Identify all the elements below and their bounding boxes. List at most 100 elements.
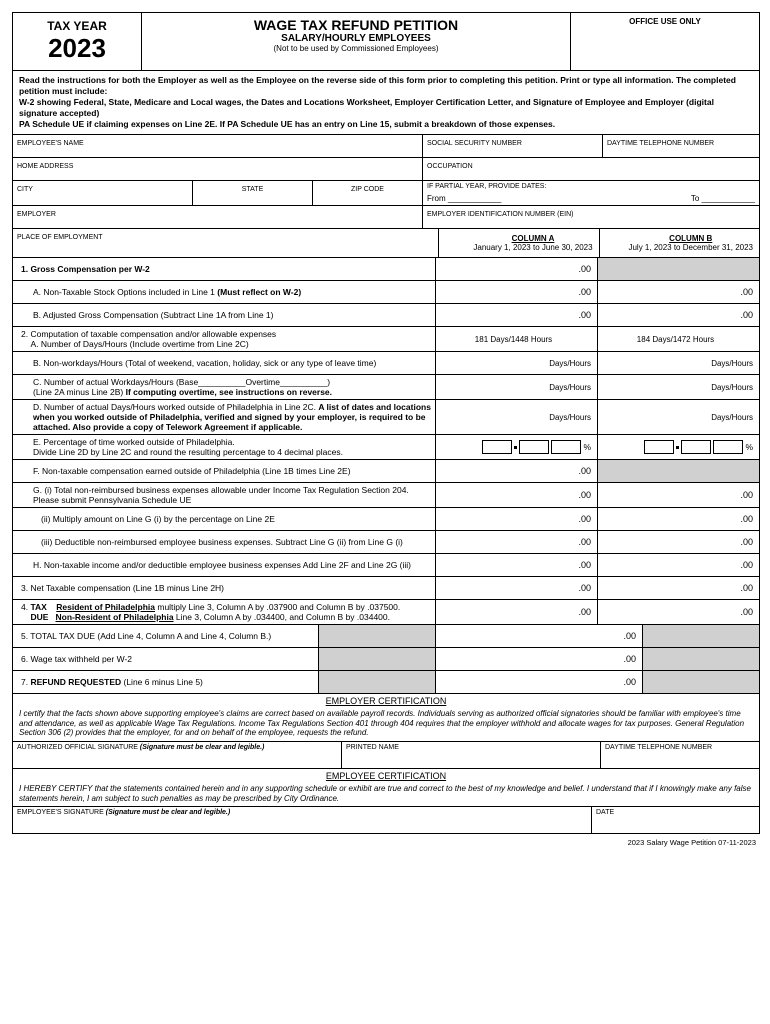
line-1a-text: A. Non-Taxable Stock Options included in… xyxy=(13,281,436,303)
line-3-colB[interactable]: .00 xyxy=(598,577,759,599)
line-5-gray xyxy=(319,625,436,647)
employer-cert-title: EMPLOYER CERTIFICATION xyxy=(13,694,759,706)
line-2c-colB[interactable]: Days/Hours xyxy=(598,375,759,399)
line-2c: C. Number of actual Workdays/Hours (Base… xyxy=(13,375,759,400)
line-2g-iii-colB[interactable]: .00 xyxy=(598,531,759,553)
line-2g-ii: (ii) Multiply amount on Line G (i) by th… xyxy=(13,508,759,531)
line-2g-ii-text: (ii) Multiply amount on Line G (i) by th… xyxy=(13,508,436,530)
authorized-signature[interactable]: AUTHORIZED OFFICIAL SIGNATURE (Signature… xyxy=(13,742,342,768)
field-city[interactable]: CITY xyxy=(13,181,193,205)
field-ssn[interactable]: SOCIAL SECURITY NUMBER xyxy=(423,135,603,157)
line-2f: F. Non-taxable compensation earned outsi… xyxy=(13,460,759,483)
line-2b-colA[interactable]: Days/Hours xyxy=(436,352,598,374)
employee-signature[interactable]: EMPLOYEE'S SIGNATURE (Signature must be … xyxy=(13,807,592,833)
line-1b-colB[interactable]: .00 xyxy=(598,304,759,326)
line-7-text: 7. REFUND REQUESTED (Line 6 minus Line 5… xyxy=(13,671,319,693)
form-container: TAX YEAR 2023 WAGE TAX REFUND PETITION S… xyxy=(12,12,760,834)
line-1-text: 1. Gross Compensation per W-2 xyxy=(13,258,436,280)
office-use-box: OFFICE USE ONLY xyxy=(570,13,759,70)
line-4-colB[interactable]: .00 xyxy=(598,600,759,624)
line-2g-i-colB[interactable]: .00 xyxy=(598,483,759,507)
line-2e-colA[interactable]: % xyxy=(436,435,598,459)
column-a-header: COLUMN AJanuary 1, 2023 to June 30, 2023 xyxy=(439,229,599,257)
column-b-header: COLUMN BJuly 1, 2023 to December 31, 202… xyxy=(600,229,759,257)
form-footer: 2023 Salary Wage Petition 07-11-2023 xyxy=(12,834,758,847)
line-2g-iii: (iii) Deductible non-reimbursed employee… xyxy=(13,531,759,554)
line-2g-i: G. (i) Total non-reimbursed business exp… xyxy=(13,483,759,508)
field-employee-name[interactable]: EMPLOYEE'S NAME xyxy=(13,135,423,157)
form-title: WAGE TAX REFUND PETITION xyxy=(146,17,566,33)
line-2g-i-colA[interactable]: .00 xyxy=(436,483,598,507)
line-2g-iii-text: (iii) Deductible non-reimbursed employee… xyxy=(13,531,436,553)
line-3: 3. Net Taxable compensation (Line 1B min… xyxy=(13,577,759,600)
line-2d-colA[interactable]: Days/Hours xyxy=(436,400,598,434)
line-2c-colA[interactable]: Days/Hours xyxy=(436,375,598,399)
employer-phone[interactable]: DAYTIME TELEPHONE NUMBER xyxy=(601,742,759,768)
line-2d-colB[interactable]: Days/Hours xyxy=(598,400,759,434)
row-city-state-zip-partial: CITY STATE ZIP CODE IF PARTIAL YEAR, PRO… xyxy=(13,181,759,206)
line-5-total[interactable]: .00 xyxy=(436,625,643,647)
line-1: 1. Gross Compensation per W-2 .00 xyxy=(13,258,759,281)
row-place-columns: PLACE OF EMPLOYMENT COLUMN AJanuary 1, 2… xyxy=(13,229,759,258)
line-7-value[interactable]: .00 xyxy=(436,671,643,693)
line-6-gray2 xyxy=(643,648,759,670)
line-5-text: 5. TOTAL TAX DUE (Add Line 4, Column A a… xyxy=(13,625,319,647)
line-2b-text: B. Non-workdays/Hours (Total of weekend,… xyxy=(13,352,436,374)
line-4: 4. TAX Resident of Philadelphia multiply… xyxy=(13,600,759,625)
printed-name[interactable]: PRINTED NAME xyxy=(342,742,601,768)
field-home-address[interactable]: HOME ADDRESS xyxy=(13,158,423,180)
line-1b-colA[interactable]: .00 xyxy=(436,304,598,326)
line-2a-text: 2. Computation of taxable compensation a… xyxy=(13,327,436,351)
line-2g-iii-colA[interactable]: .00 xyxy=(436,531,598,553)
line-2a: 2. Computation of taxable compensation a… xyxy=(13,327,759,352)
field-ein[interactable]: EMPLOYER IDENTIFICATION NUMBER (EIN) xyxy=(423,206,759,228)
line-3-text: 3. Net Taxable compensation (Line 1B min… xyxy=(13,577,436,599)
line-5: 5. TOTAL TAX DUE (Add Line 4, Column A a… xyxy=(13,625,759,648)
line-1-colB-gray xyxy=(598,258,759,280)
form-subtitle: SALARY/HOURLY EMPLOYEES xyxy=(146,33,566,44)
line-1b-text: B. Adjusted Gross Compensation (Subtract… xyxy=(13,304,436,326)
instr-p2: W-2 showing Federal, State, Medicare and… xyxy=(19,97,714,118)
line-6-text: 6. Wage tax withheld per W-2 xyxy=(13,648,319,670)
field-occupation[interactable]: OCCUPATION xyxy=(423,158,759,180)
line-2h-colB[interactable]: .00 xyxy=(598,554,759,576)
line-1a: A. Non-Taxable Stock Options included in… xyxy=(13,281,759,304)
field-phone[interactable]: DAYTIME TELEPHONE NUMBER xyxy=(603,135,759,157)
line-2h: H. Non-taxable income and/or deductible … xyxy=(13,554,759,577)
tax-year-value: 2023 xyxy=(17,33,137,64)
line-6-value[interactable]: .00 xyxy=(436,648,643,670)
employer-sig-row: AUTHORIZED OFFICIAL SIGNATURE (Signature… xyxy=(13,742,759,769)
line-2f-colA[interactable]: .00 xyxy=(436,460,598,482)
employee-date[interactable]: DATE xyxy=(592,807,759,833)
line-2a-colB: 184 Days/1472 Hours xyxy=(598,327,759,351)
line-1a-colB[interactable]: .00 xyxy=(598,281,759,303)
line-4-colA[interactable]: .00 xyxy=(436,600,598,624)
form-subnote: (Not to be used by Commissioned Employee… xyxy=(146,44,566,53)
line-2g-ii-colB[interactable]: .00 xyxy=(598,508,759,530)
row-address-occupation: HOME ADDRESS OCCUPATION xyxy=(13,158,759,181)
employee-sig-row: EMPLOYEE'S SIGNATURE (Signature must be … xyxy=(13,807,759,833)
field-partial-year[interactable]: IF PARTIAL YEAR, PROVIDE DATES: From ___… xyxy=(423,181,759,205)
line-1a-colA[interactable]: .00 xyxy=(436,281,598,303)
line-2g-i-text: G. (i) Total non-reimbursed business exp… xyxy=(13,483,436,507)
line-6: 6. Wage tax withheld per W-2 .00 xyxy=(13,648,759,671)
field-state[interactable]: STATE xyxy=(193,181,313,205)
line-7-gray2 xyxy=(643,671,759,693)
line-2f-colB-gray xyxy=(598,460,759,482)
line-2c-text: C. Number of actual Workdays/Hours (Base… xyxy=(13,375,436,399)
line-2g-ii-colA[interactable]: .00 xyxy=(436,508,598,530)
line-2f-text: F. Non-taxable compensation earned outsi… xyxy=(13,460,436,482)
line-2e: E. Percentage of time worked outside of … xyxy=(13,435,759,460)
field-zip[interactable]: ZIP CODE xyxy=(313,181,423,205)
line-1-colA[interactable]: .00 xyxy=(436,258,598,280)
line-2b-colB[interactable]: Days/Hours xyxy=(598,352,759,374)
employer-cert-text: I certify that the facts shown above sup… xyxy=(13,706,759,742)
row-name-ssn-phone: EMPLOYEE'S NAME SOCIAL SECURITY NUMBER D… xyxy=(13,135,759,158)
line-3-colA[interactable]: .00 xyxy=(436,577,598,599)
field-employer[interactable]: EMPLOYER xyxy=(13,206,423,228)
line-2b: B. Non-workdays/Hours (Total of weekend,… xyxy=(13,352,759,375)
line-2e-colB[interactable]: % xyxy=(598,435,759,459)
field-place-employment[interactable]: PLACE OF EMPLOYMENT xyxy=(13,229,439,257)
line-1b: B. Adjusted Gross Compensation (Subtract… xyxy=(13,304,759,327)
line-2h-colA[interactable]: .00 xyxy=(436,554,598,576)
